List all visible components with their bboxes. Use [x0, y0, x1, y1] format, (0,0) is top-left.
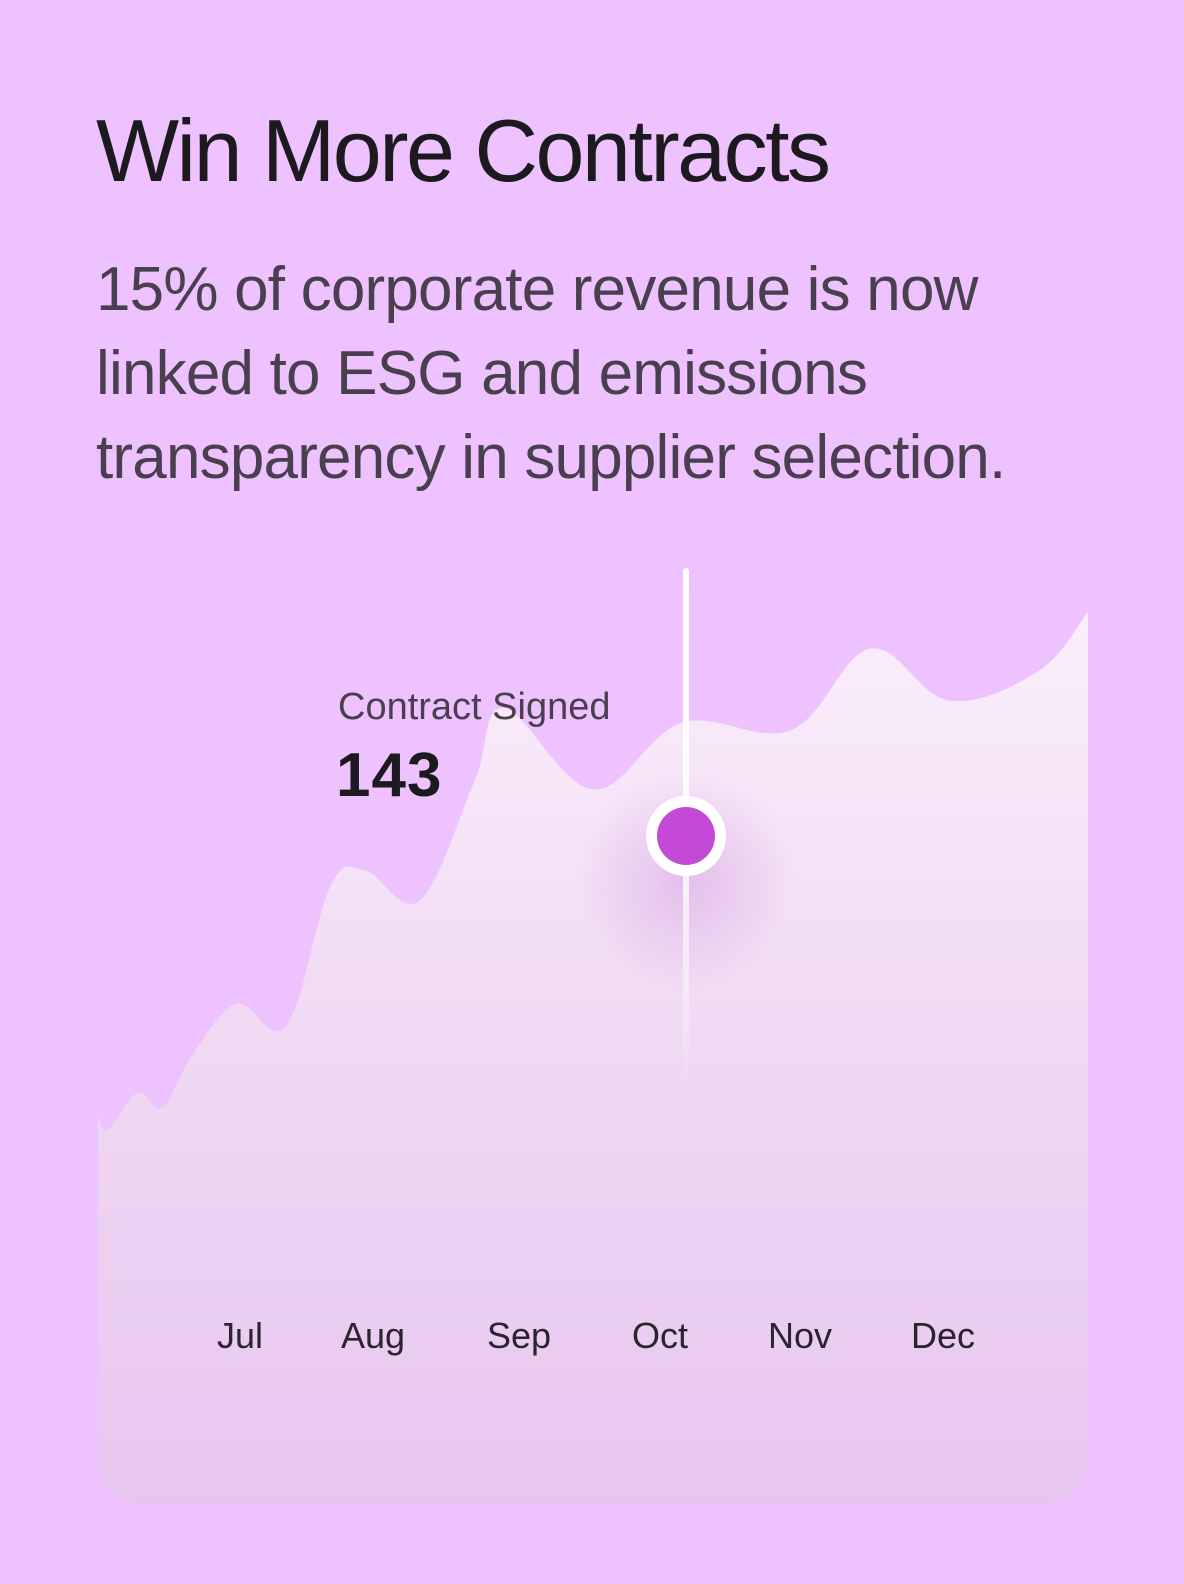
- x-tick-label-dec: Dec: [911, 1315, 975, 1356]
- page-title: Win More Contracts: [96, 101, 831, 200]
- x-tick-label-aug: Aug: [341, 1315, 405, 1356]
- x-tick-label-jul: Jul: [217, 1315, 263, 1356]
- area-series: [98, 611, 1088, 1504]
- x-axis: Jul Aug Sep Oct Nov Dec: [217, 1315, 975, 1356]
- tooltip-value: 143: [336, 741, 443, 810]
- tooltip-label: Contract Signed: [338, 686, 611, 728]
- page-subtitle: 15% of corporate revenue is now linked t…: [96, 255, 1006, 492]
- x-tick-label-nov: Nov: [768, 1315, 832, 1356]
- highlight-point: [657, 807, 715, 865]
- x-tick-label-sep: Sep: [487, 1315, 551, 1356]
- x-tick-label-oct: Oct: [632, 1315, 688, 1356]
